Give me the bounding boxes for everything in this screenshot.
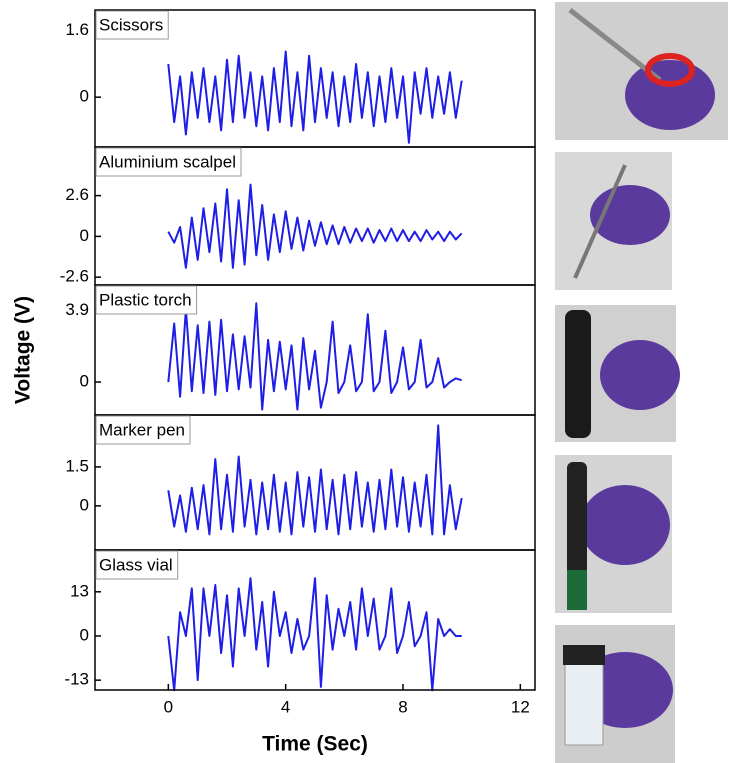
panel-label: Plastic torch — [99, 290, 192, 309]
y-tick-label: 0 — [80, 226, 89, 245]
glove — [580, 485, 670, 565]
panel-label-box — [95, 147, 242, 177]
y-tick-label: -2.6 — [60, 267, 89, 286]
y-tick-label: 0 — [80, 87, 89, 106]
panel-label-box — [95, 415, 191, 445]
y-tick-label: 0 — [80, 495, 89, 514]
x-axis-label: Time (Sec) — [262, 733, 368, 756]
y-tick-label: 0 — [80, 372, 89, 391]
signal-line — [167, 424, 463, 536]
signal-line — [167, 577, 462, 692]
scissors — [568, 8, 662, 82]
signal-line — [167, 50, 463, 144]
y-axis-label: Voltage (V) — [12, 296, 35, 404]
panel-label: Marker pen — [99, 420, 185, 439]
scalpel — [573, 164, 627, 279]
y-tick-label: 13 — [70, 581, 89, 600]
x-tick-label: 0 — [164, 697, 173, 716]
panel-label: Glass vial — [99, 555, 173, 574]
y-tick-label: -13 — [64, 670, 89, 689]
x-tick-label: 8 — [398, 697, 407, 716]
y-tick-label: 0 — [80, 625, 89, 644]
glove — [600, 340, 680, 410]
photos — [555, 2, 728, 763]
panel-label-box — [95, 10, 169, 40]
y-tick-label: 1.6 — [65, 20, 89, 39]
panel-label-box — [95, 550, 179, 580]
vial — [564, 649, 604, 746]
torch — [565, 310, 591, 438]
signal-line — [167, 302, 462, 411]
glove — [625, 60, 715, 130]
x-tick-label: 4 — [281, 697, 290, 716]
panel-label: Scissors — [99, 15, 163, 34]
y-tick-label: 3.9 — [65, 300, 89, 319]
marker-cap — [567, 570, 587, 610]
y-tick-label: 2.6 — [65, 185, 89, 204]
y-tick-label: 1.5 — [65, 456, 89, 475]
vial-cap — [563, 645, 605, 665]
x-tick-label: 12 — [511, 697, 530, 716]
panel-label: Aluminium scalpel — [99, 152, 236, 171]
panel-label-box — [95, 285, 198, 315]
panel-frame — [94, 549, 536, 691]
scissors-handle — [645, 53, 695, 87]
signal-line — [167, 183, 463, 269]
